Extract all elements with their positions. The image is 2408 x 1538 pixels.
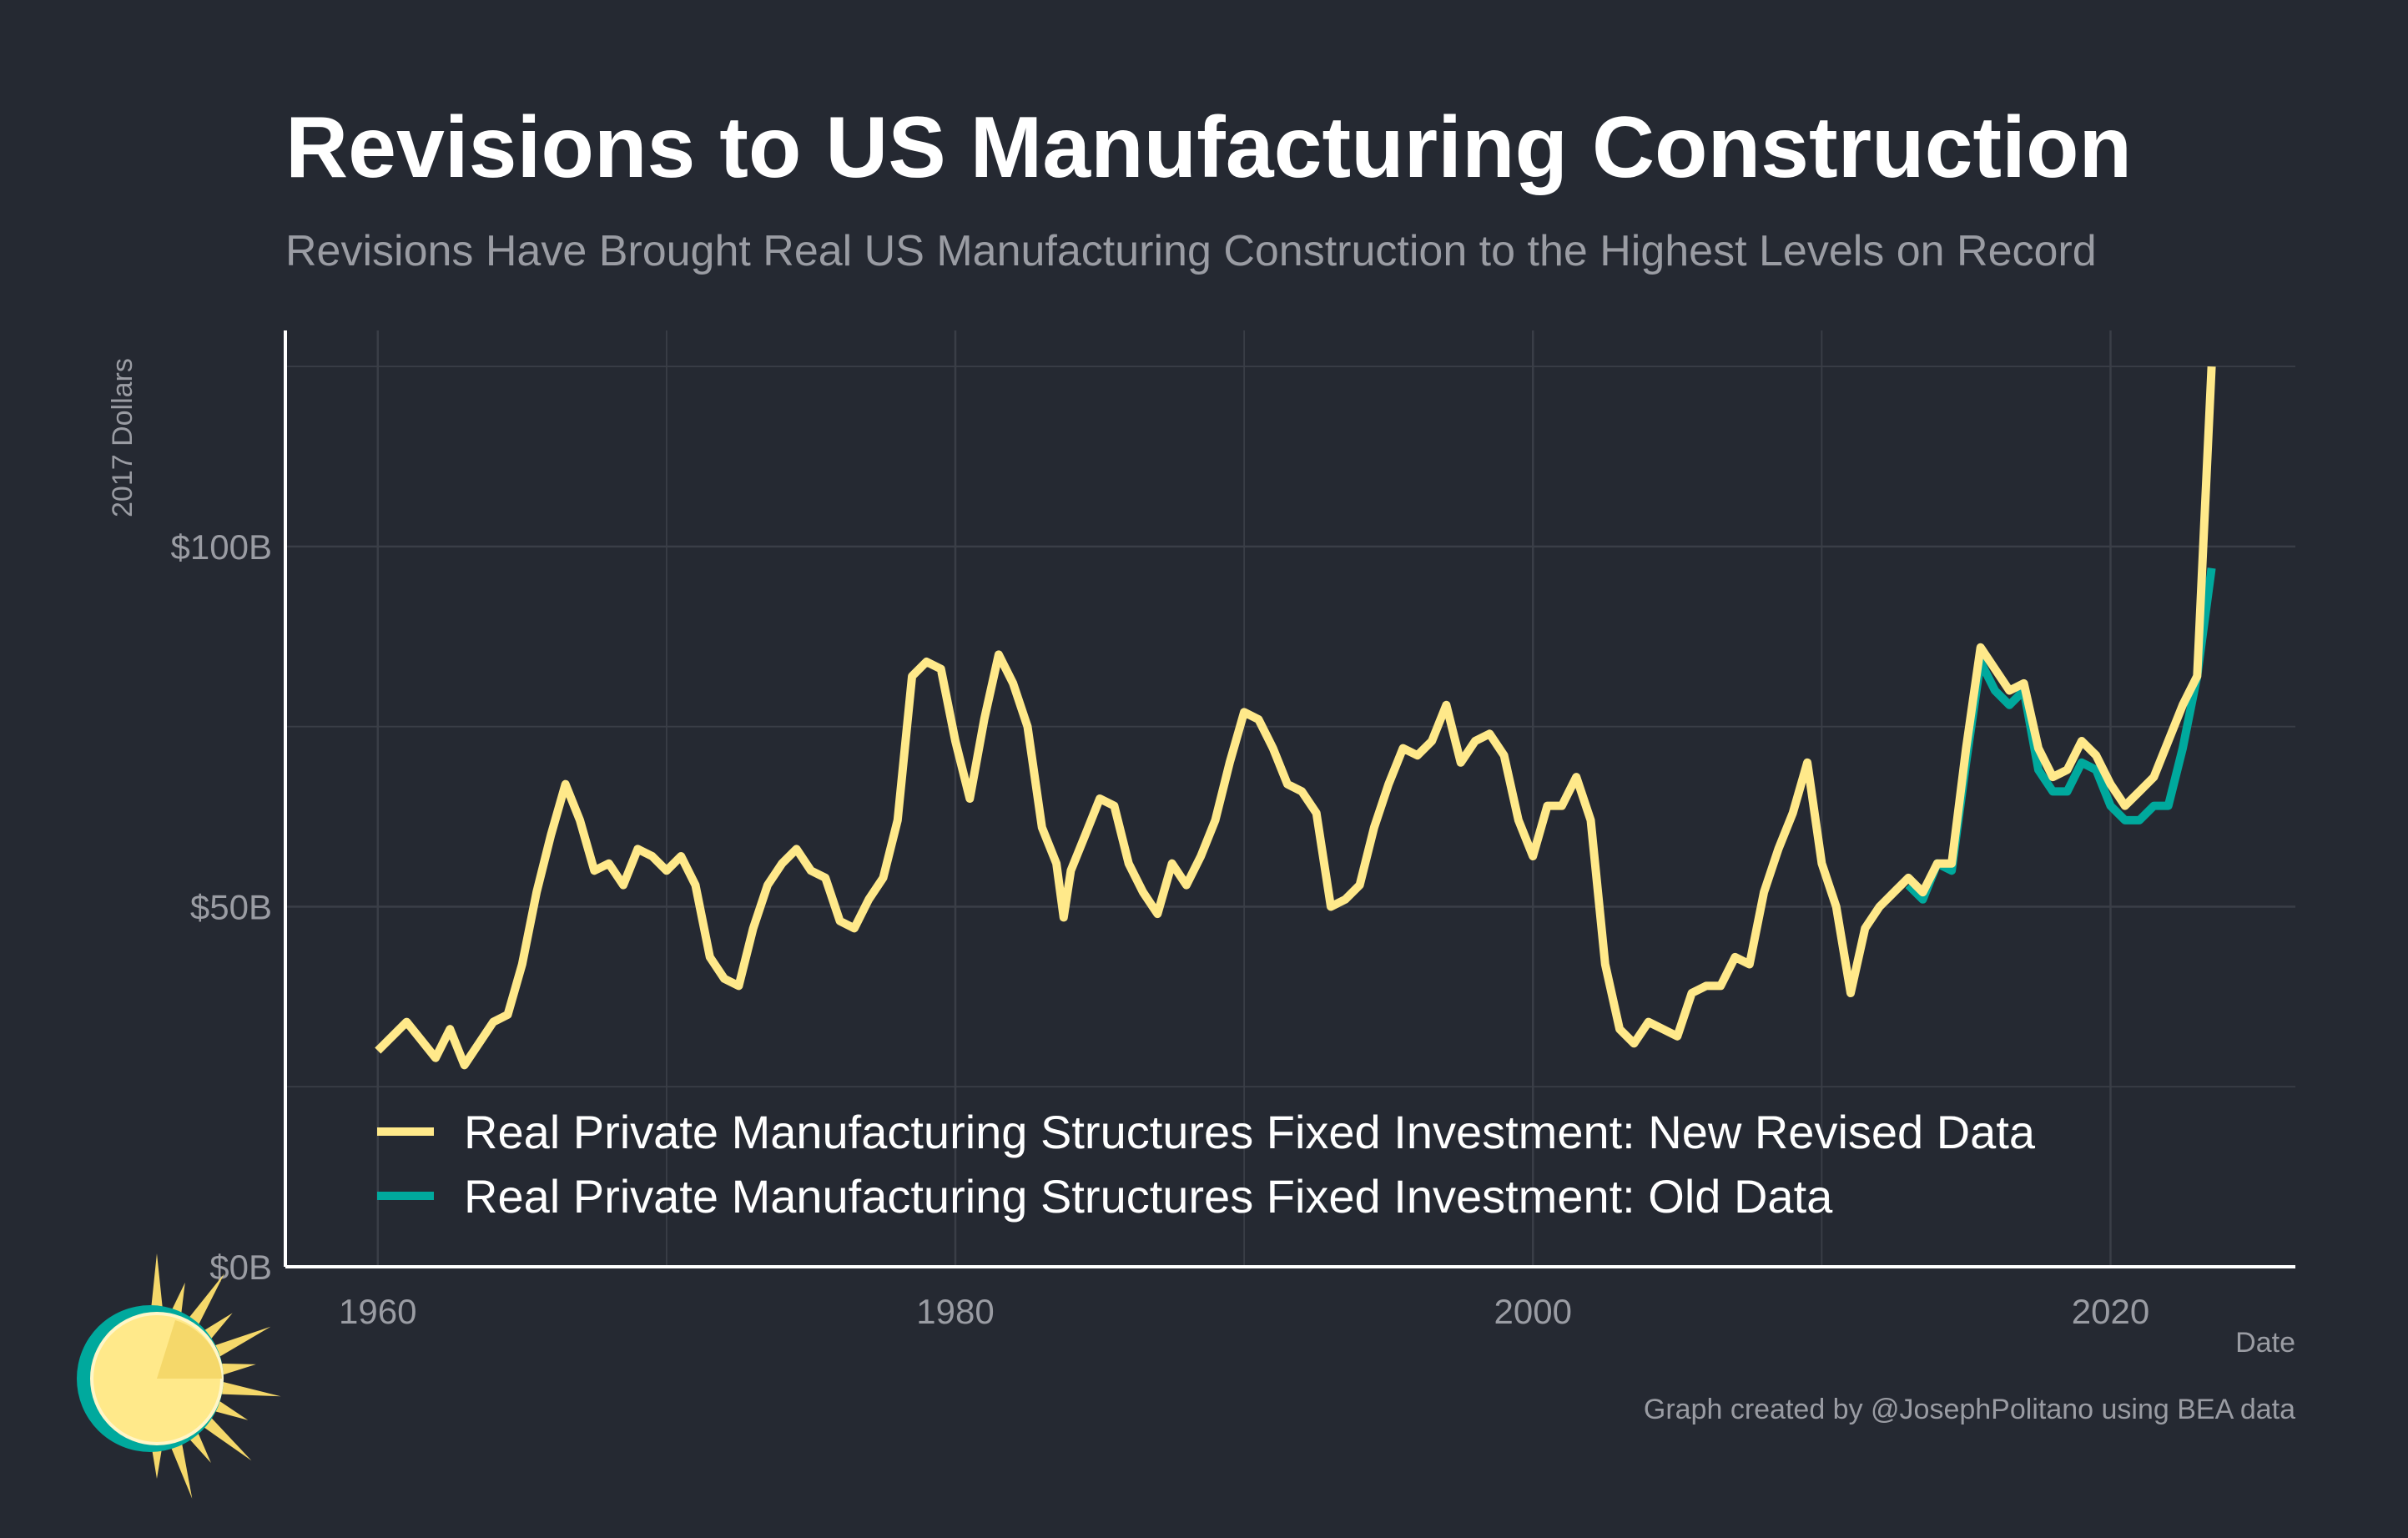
y-axis-label: 2017 Dollars xyxy=(107,358,139,517)
series-lines xyxy=(375,366,2216,1070)
y-tick-label: $50B xyxy=(190,887,272,926)
y-tick-labels: $0B$50B$100B xyxy=(171,527,272,1287)
gridlines xyxy=(285,330,2295,1267)
sun-ray xyxy=(213,1379,281,1397)
credit-text: Graph created by @JosephPolitano using B… xyxy=(1644,1394,2295,1425)
new-revised-data-line xyxy=(375,366,2216,1070)
sun-logo-icon xyxy=(77,1253,281,1499)
chart-subtitle: Revisions Have Brought Real US Manufactu… xyxy=(285,227,2097,275)
x-tick-label: 1960 xyxy=(339,1292,416,1331)
sun-ray xyxy=(206,1326,271,1361)
sun-ray xyxy=(166,1432,193,1499)
x-tick-label: 2020 xyxy=(2072,1292,2149,1331)
sun-ray xyxy=(182,1273,225,1334)
chart-title: Revisions to US Manufacturing Constructi… xyxy=(285,99,2132,196)
x-tick-labels: 1960 1980 2000 2020 xyxy=(339,1292,2149,1331)
legend-label-old: Real Private Manufacturing Structures Fi… xyxy=(464,1170,1833,1223)
legend-label-new: Real Private Manufacturing Structures Fi… xyxy=(464,1106,2036,1158)
axes xyxy=(284,330,2295,1268)
x-axis-label: Date xyxy=(2235,1327,2295,1359)
sun-ray xyxy=(213,1363,256,1378)
x-tick-label: 1980 xyxy=(916,1292,994,1331)
sun-ray xyxy=(196,1411,252,1461)
x-tick-label: 2000 xyxy=(1494,1292,1572,1331)
legend: Real Private Manufacturing Structures Fi… xyxy=(377,1106,2036,1223)
y-tick-label: $100B xyxy=(171,527,272,567)
sun-ray xyxy=(149,1253,164,1321)
